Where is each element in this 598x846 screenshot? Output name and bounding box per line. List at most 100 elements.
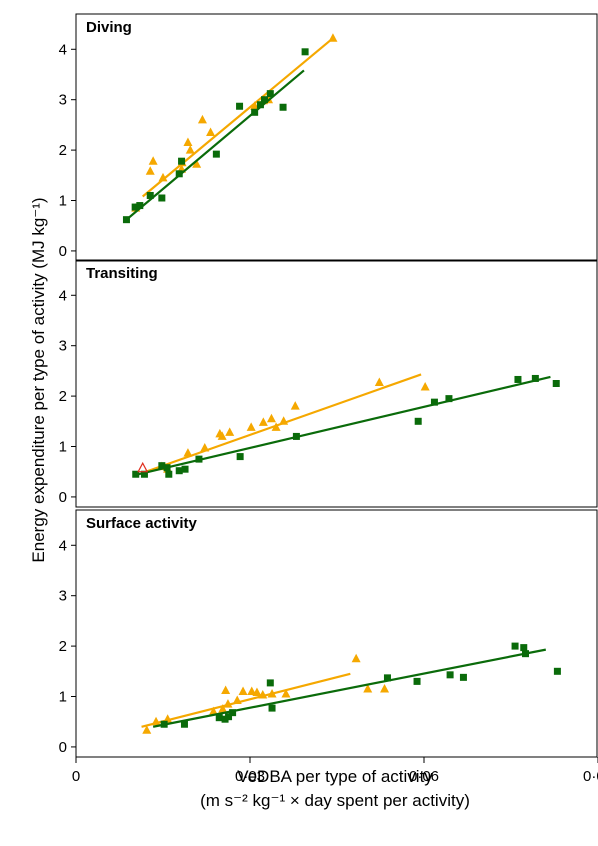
data-point — [271, 422, 281, 431]
data-point — [251, 108, 259, 116]
data-point — [420, 382, 430, 391]
data-point — [414, 417, 422, 425]
data-point — [183, 448, 193, 457]
x-axis-title-line1: VeDBA per type of activity — [237, 767, 433, 786]
data-point — [247, 686, 257, 695]
panel-title: Surface activity — [86, 515, 198, 532]
data-point — [158, 172, 168, 182]
data-point — [281, 688, 291, 698]
data-point — [229, 709, 237, 717]
regression-line — [141, 37, 334, 198]
panel-0: Diving 0 1 2 3 4 — [59, 13, 598, 262]
y-tick-label: 0 — [59, 243, 67, 260]
data-point — [178, 157, 186, 165]
regression-line — [152, 648, 547, 728]
data-point — [221, 685, 231, 694]
y-tick-label: 3 — [59, 338, 67, 355]
panel-frame — [75, 259, 598, 508]
data-point — [256, 101, 264, 109]
data-point — [151, 716, 161, 726]
data-point — [122, 216, 130, 224]
data-point — [200, 443, 210, 452]
data-point — [236, 102, 244, 110]
data-point — [351, 653, 361, 663]
panel-title: Transiting — [86, 265, 158, 282]
y-tick-label: 3 — [59, 588, 67, 605]
data-point — [446, 671, 454, 679]
data-point — [261, 96, 268, 104]
series-green — [152, 642, 561, 728]
data-point — [430, 398, 438, 406]
data-point — [218, 704, 228, 713]
data-point — [175, 170, 183, 178]
data-point — [511, 642, 519, 650]
data-point — [266, 413, 276, 423]
data-point — [266, 679, 274, 687]
series-orange — [141, 653, 390, 734]
data-point — [363, 683, 373, 693]
data-point — [552, 380, 560, 387]
series-green — [132, 374, 560, 478]
data-point — [140, 470, 148, 478]
y-tick-label: 1 — [59, 439, 67, 456]
data-point — [250, 101, 260, 110]
data-point — [217, 431, 227, 440]
data-point — [163, 464, 171, 472]
data-point — [142, 725, 152, 734]
data-point — [445, 395, 453, 403]
data-point — [225, 427, 235, 436]
data-point — [175, 467, 183, 475]
y-tick-label: 2 — [59, 638, 67, 655]
data-point — [380, 683, 390, 693]
y-tick-label: 3 — [59, 92, 67, 109]
regression-line — [141, 672, 351, 728]
data-point — [258, 417, 268, 426]
series-orange — [131, 33, 338, 212]
data-point — [279, 103, 287, 111]
data-point — [301, 48, 309, 56]
data-point — [195, 455, 203, 463]
data-point — [258, 689, 268, 699]
panel-title: Diving — [86, 19, 132, 36]
panel-1: Transiting 0 1 2 3 4 — [59, 259, 598, 508]
data-point — [236, 453, 244, 461]
data-point — [374, 377, 384, 386]
data-point — [553, 667, 561, 675]
data-point — [459, 673, 467, 681]
data-point — [215, 714, 223, 722]
data-point — [160, 720, 168, 728]
data-point — [279, 416, 289, 425]
data-point — [246, 422, 256, 431]
data-point — [145, 166, 155, 175]
x-tick-label: 0·03 — [235, 768, 265, 785]
y-tick-label: 2 — [59, 142, 67, 159]
data-point — [146, 191, 154, 199]
data-point — [232, 695, 242, 705]
data-point — [413, 677, 421, 685]
regression-line — [125, 69, 305, 221]
x-axis: 0 0·03 0·06 0·09 — [72, 757, 598, 785]
data-point — [158, 462, 166, 470]
series-orange — [141, 373, 430, 475]
data-point — [197, 114, 207, 124]
data-point — [252, 687, 262, 696]
data-point — [290, 401, 300, 410]
y-tick-label: 0 — [59, 739, 67, 756]
y-tick-label: 4 — [59, 537, 67, 554]
y-tick-label: 1 — [59, 689, 67, 706]
data-point — [136, 202, 144, 210]
y-tick-label: 4 — [59, 287, 67, 304]
data-point — [180, 720, 188, 728]
data-point — [165, 470, 173, 478]
data-point — [148, 156, 158, 165]
series-red — [137, 461, 149, 473]
x-axis-title-line2: (m s⁻² kg⁻¹ × day spent per activity) — [200, 791, 470, 810]
data-point — [522, 650, 529, 658]
data-point — [328, 33, 338, 42]
data-point — [531, 374, 539, 382]
panel-2: Surface activity 0 1 2 3 4 — [59, 509, 598, 758]
data-point — [520, 644, 528, 652]
data-point — [292, 432, 300, 440]
